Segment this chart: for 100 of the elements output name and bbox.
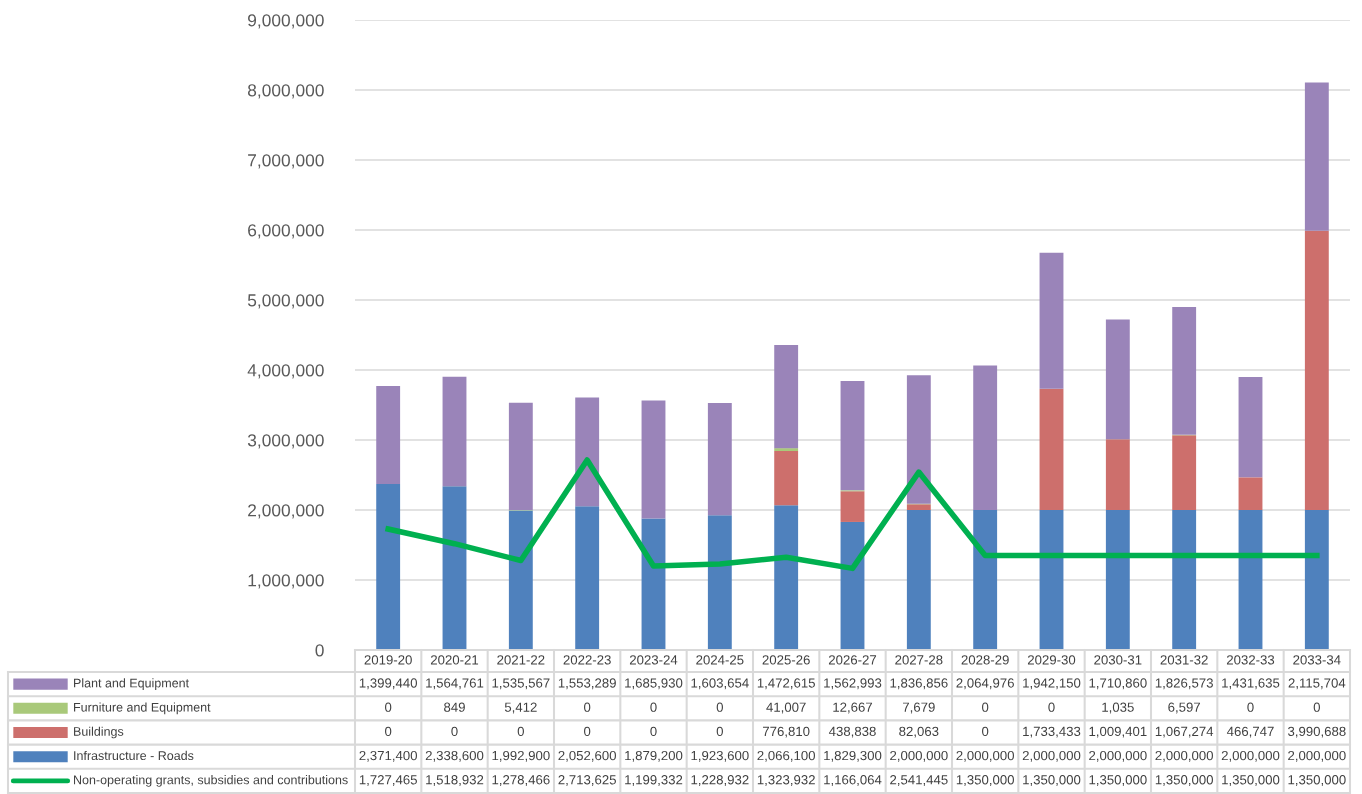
y-tick-label: 4,000,000	[247, 364, 324, 379]
data-label: 2,000,000	[1288, 750, 1346, 762]
data-label: 2,000,000	[1221, 750, 1280, 762]
x-tick-label: 2022-23	[563, 655, 611, 665]
data-label: 0	[1313, 702, 1320, 712]
data-label: 2,541,445	[890, 775, 948, 786]
data-label: 1,685,930	[625, 678, 683, 690]
data-label: 0	[650, 726, 657, 737]
data-label: 1,009,401	[1089, 726, 1147, 738]
data-label: 1,350,000	[1089, 775, 1147, 786]
data-label: 1,350,000	[1155, 775, 1213, 786]
data-label: 0	[1048, 702, 1055, 712]
data-label: 2,713,625	[558, 775, 616, 786]
x-tick-label: 2031-32	[1160, 655, 1208, 665]
data-label: 3,990,688	[1287, 726, 1346, 738]
data-label: 2,052,600	[558, 750, 616, 762]
data-label: 1,067,274	[1155, 726, 1214, 738]
y-tick-label: 6,000,000	[248, 224, 324, 239]
data-label: 1,836,856	[890, 678, 948, 690]
x-tick-label: 2020-21	[430, 655, 479, 665]
data-label: 1,350,000	[956, 775, 1014, 786]
data-label: 2,000,000	[1155, 750, 1213, 762]
data-label: 1,942,150	[1023, 678, 1081, 690]
data-label: 1,535,567	[492, 678, 550, 690]
data-label: 849	[444, 702, 465, 712]
x-tick-label: 2023-24	[629, 655, 678, 665]
data-label: 1,350,000	[1023, 775, 1081, 786]
data-label: 1,562,993	[824, 678, 882, 690]
data-label: 0	[584, 726, 591, 737]
data-label: 1,472,615	[757, 678, 815, 690]
data-label: 0	[584, 702, 591, 712]
data-label: 1,553,289	[558, 678, 616, 690]
data-label: 1,199,332	[625, 775, 683, 786]
y-tick-label: 3,000,000	[247, 434, 324, 449]
data-label: 2,000,000	[890, 750, 948, 762]
data-label: 1,710,860	[1089, 678, 1147, 690]
data-label: 0	[385, 726, 392, 737]
x-tick-label: 2030-31	[1094, 655, 1142, 665]
y-tick-label: 0	[315, 644, 324, 657]
data-label: 1,350,000	[1222, 775, 1280, 786]
data-label: 1,431,635	[1222, 678, 1280, 690]
data-label: 1,992,900	[492, 750, 550, 762]
data-label: 7,679	[903, 702, 935, 714]
data-label: 5,412	[504, 702, 537, 714]
data-label: 0	[982, 702, 989, 712]
data-label: 2,000,000	[1022, 750, 1081, 762]
data-label: 2,066,100	[757, 750, 815, 762]
y-tick-label: 5,000,000	[247, 294, 324, 309]
data-label: 438,838	[828, 726, 876, 738]
data-label: 1,278,466	[492, 775, 550, 786]
data-label: 82,063	[899, 726, 939, 738]
data-label: 2,064,976	[956, 678, 1014, 690]
x-tick-label: 2024-25	[696, 655, 744, 665]
y-tick-label: 9,000,000	[248, 14, 324, 29]
data-label: 1,518,932	[426, 775, 484, 786]
data-label: 0	[716, 702, 723, 712]
data-label: 1,829,300	[824, 750, 882, 762]
legend-label: Plant and Equipment	[74, 678, 189, 690]
data-label: 1,399,440	[359, 678, 417, 690]
data-label: 1,323,932	[757, 775, 815, 786]
data-label: 1,166,064	[824, 775, 882, 786]
data-label: 1,350,000	[1288, 775, 1346, 786]
data-label: 2,338,600	[425, 750, 484, 762]
data-label: 2,000,000	[956, 750, 1014, 762]
data-label: 6,597	[1168, 702, 1201, 714]
data-label: 776,810	[763, 726, 810, 738]
data-label: 466,747	[1226, 726, 1274, 738]
x-tick-label: 2026-27	[828, 655, 877, 665]
y-tick-label: 2,000,000	[248, 504, 324, 519]
data-label: 0	[385, 702, 392, 712]
y-tick-label: 1,000,000	[248, 574, 324, 589]
x-tick-label: 2033-34	[1293, 655, 1341, 665]
data-label: 41,007	[766, 702, 806, 714]
data-label: 1,035	[1102, 702, 1134, 714]
data-label: 0	[982, 726, 989, 737]
x-tick-label: 2021-22	[497, 655, 545, 665]
data-label: 2,000,000	[1089, 750, 1147, 762]
legend-label: Infrastructure - Roads	[74, 750, 194, 761]
data-label: 2,371,400	[359, 750, 417, 762]
x-tick-label: 2028-29	[961, 655, 1009, 665]
data-label: 0	[517, 726, 524, 737]
data-label: 2,115,704	[1288, 678, 1346, 690]
legend-label: Furniture and Equipment	[74, 702, 211, 715]
x-tick-label: 2029-30	[1027, 655, 1076, 665]
data-label: 1,603,654	[691, 678, 749, 690]
data-label: 0	[716, 726, 723, 737]
data-label: 1,826,573	[1155, 678, 1213, 690]
data-label: 1,879,200	[625, 750, 683, 762]
legend-label: Buildings	[74, 726, 124, 739]
data-label: 1,727,465	[359, 775, 417, 786]
data-label: 0	[1247, 702, 1254, 712]
data-label: 1,564,761	[426, 678, 484, 690]
data-label: 1,733,433	[1023, 726, 1081, 738]
x-tick-label: 2032-33	[1226, 655, 1275, 665]
data-label: 12,667	[833, 702, 873, 714]
data-label: 1,923,600	[691, 750, 749, 762]
x-tick-label: 2025-26	[762, 655, 810, 665]
x-tick-label: 2019-20	[364, 655, 412, 665]
data-label: 0	[451, 726, 458, 737]
data-label: 1,228,932	[691, 775, 749, 786]
